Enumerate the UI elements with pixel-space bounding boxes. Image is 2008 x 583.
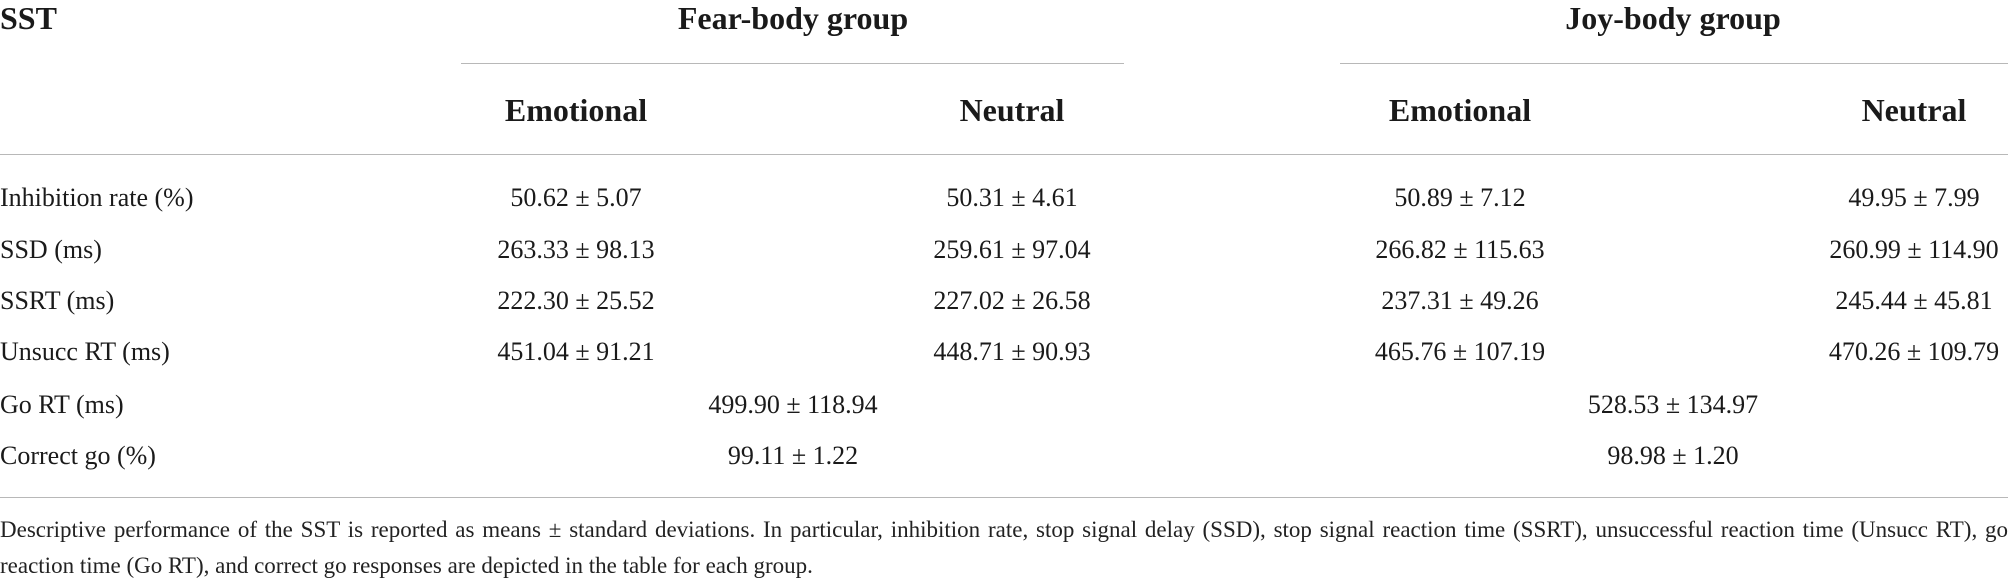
cell: 49.95 ± 7.99 <box>1848 183 1980 212</box>
column-header: Neutral <box>959 92 1065 128</box>
cell: 499.90 ± 118.94 <box>708 390 878 419</box>
cell: 50.62 ± 5.07 <box>510 183 642 212</box>
cell: 465.76 ± 107.19 <box>1374 337 1546 366</box>
bottom-rule <box>0 497 2008 498</box>
group-rule <box>461 63 1124 64</box>
row-label: Inhibition rate (%) <box>0 183 194 212</box>
row-label: Correct go (%) <box>0 441 156 470</box>
row-label: SSRT (ms) <box>0 286 115 315</box>
cell: 245.44 ± 45.81 <box>1835 286 1993 315</box>
row-label: Go RT (ms) <box>0 390 124 419</box>
cell: 50.31 ± 4.61 <box>946 183 1078 212</box>
group-rule <box>1340 63 2008 64</box>
cell: 528.53 ± 134.97 <box>1587 390 1759 419</box>
row-label: Unsucc RT (ms) <box>0 337 170 366</box>
cell: 470.26 ± 109.79 <box>1828 337 2000 366</box>
cell: 451.04 ± 91.21 <box>497 337 655 366</box>
cell: 237.31 ± 49.26 <box>1381 286 1539 315</box>
cell: 263.33 ± 98.13 <box>497 235 655 264</box>
group-header: Joy-body group <box>1565 0 1781 36</box>
cell: 266.82 ± 115.63 <box>1375 235 1545 264</box>
column-header: Emotional <box>1388 92 1532 128</box>
cell: 98.98 ± 1.20 <box>1607 441 1739 470</box>
cell: 259.61 ± 97.04 <box>933 235 1091 264</box>
column-header: Neutral <box>1861 92 1967 128</box>
cell: 260.99 ± 114.90 <box>1829 235 1999 264</box>
group-header: Fear-body group <box>677 0 909 36</box>
cell: 227.02 ± 26.58 <box>933 286 1091 315</box>
corner-header: SST <box>0 0 57 36</box>
table-footnote: Descriptive performance of the SST is re… <box>0 517 2008 578</box>
cell: 99.11 ± 1.22 <box>727 441 859 470</box>
row-label: SSD (ms) <box>0 235 102 264</box>
cell: 50.89 ± 7.12 <box>1394 183 1526 212</box>
cell: 448.71 ± 90.93 <box>933 337 1091 366</box>
column-header: Emotional <box>504 92 648 128</box>
header-rule <box>0 154 2008 155</box>
cell: 222.30 ± 25.52 <box>497 286 655 315</box>
